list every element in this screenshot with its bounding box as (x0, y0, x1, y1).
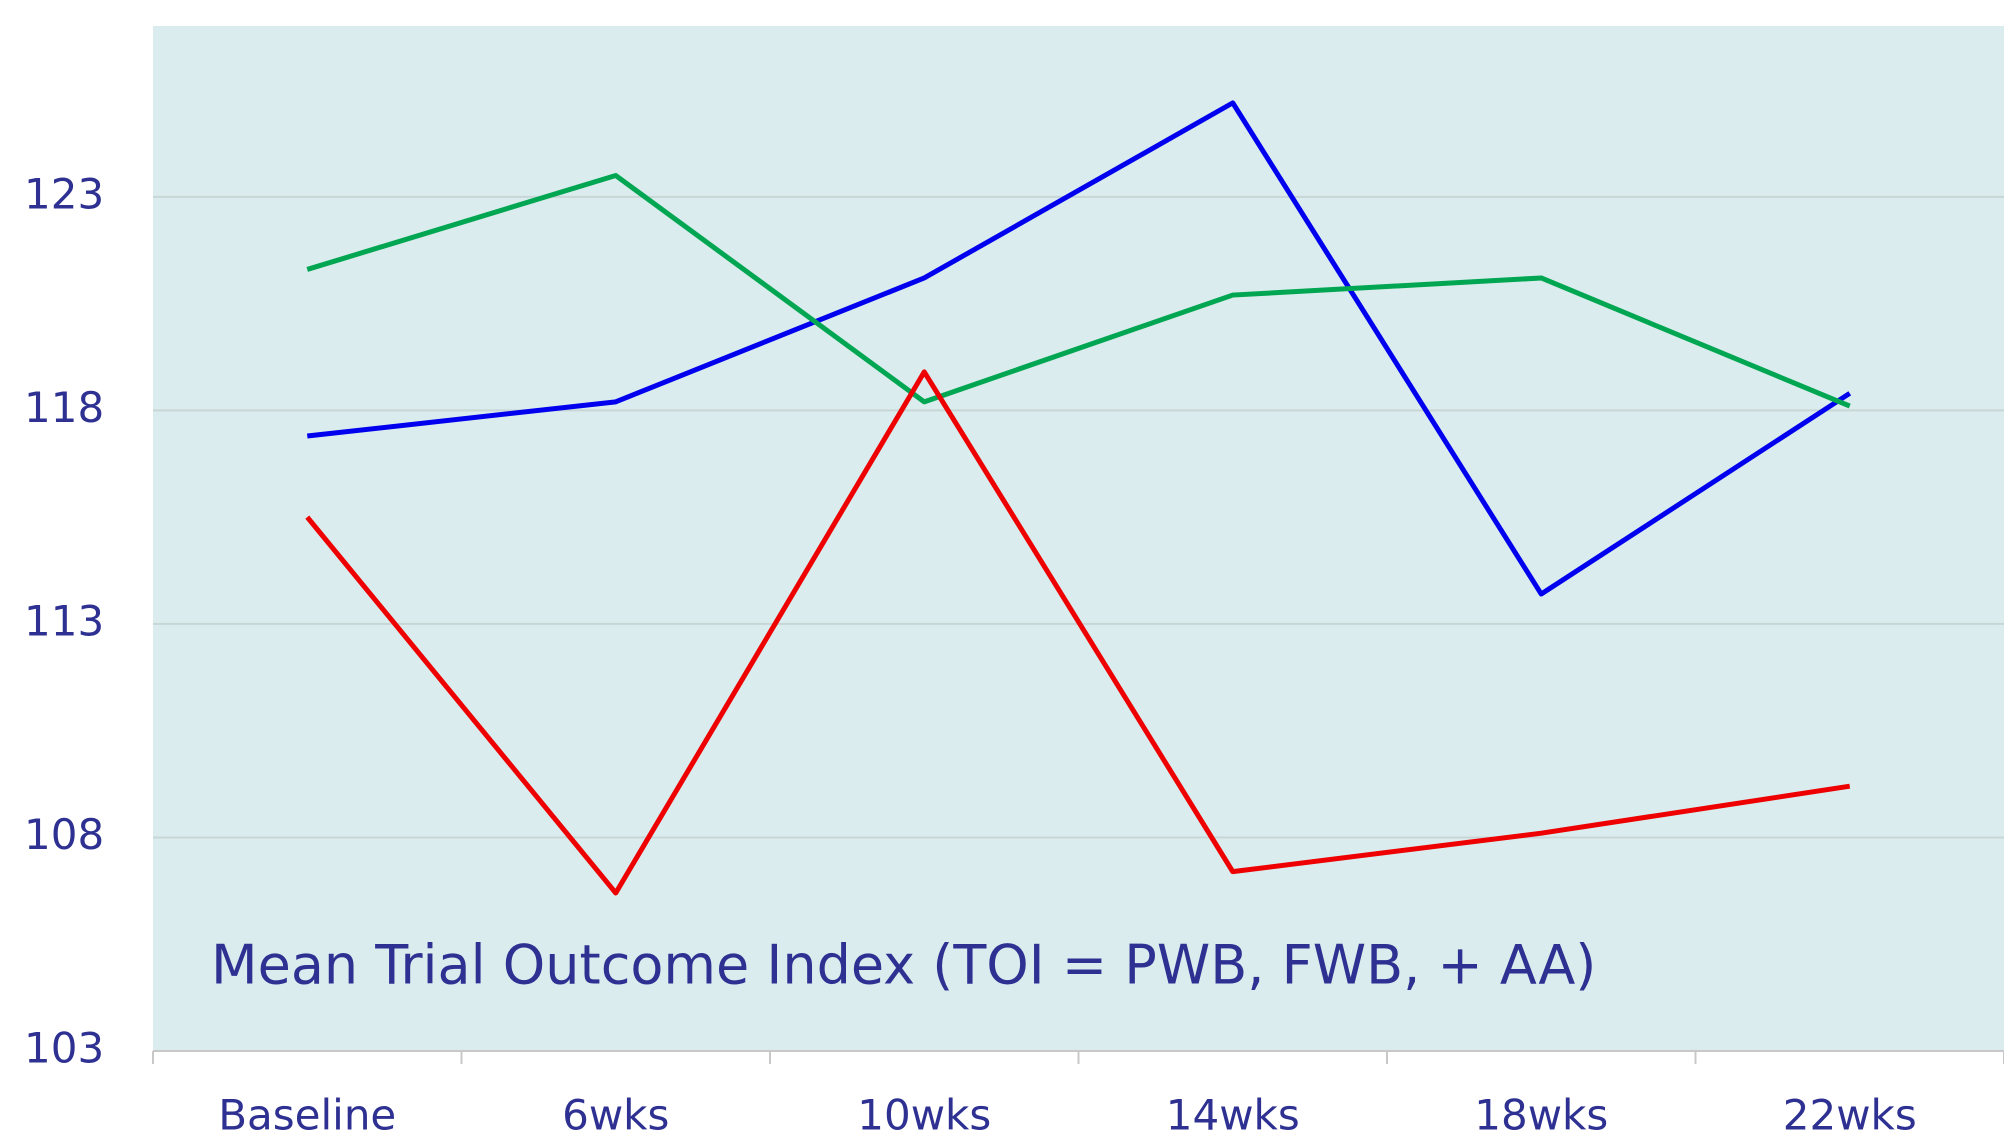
x-tick-label: 22wks (1783, 1091, 1917, 1140)
y-tick-label: 123 (24, 169, 104, 218)
y-tick-label: 118 (24, 383, 104, 432)
plot-area (153, 26, 2004, 1051)
lines (305, 100, 1852, 896)
x-tick-label: Baseline (218, 1091, 396, 1140)
annotation: Mean Trial Outcome Index (TOI = PWB, FWB… (211, 934, 1596, 997)
x-tick-label: 18wks (1474, 1091, 1608, 1140)
series-line (305, 369, 1851, 896)
series-line (306, 100, 1852, 597)
y-tick-label: 113 (24, 596, 104, 645)
y-tick-label: 108 (24, 810, 104, 859)
x-tick-label: 10wks (857, 1091, 991, 1140)
series-line (306, 172, 1851, 409)
y-tick-label: 103 (24, 1024, 104, 1073)
x-tick-label: 14wks (1166, 1091, 1300, 1140)
x-tick-label: 6wks (562, 1091, 669, 1140)
